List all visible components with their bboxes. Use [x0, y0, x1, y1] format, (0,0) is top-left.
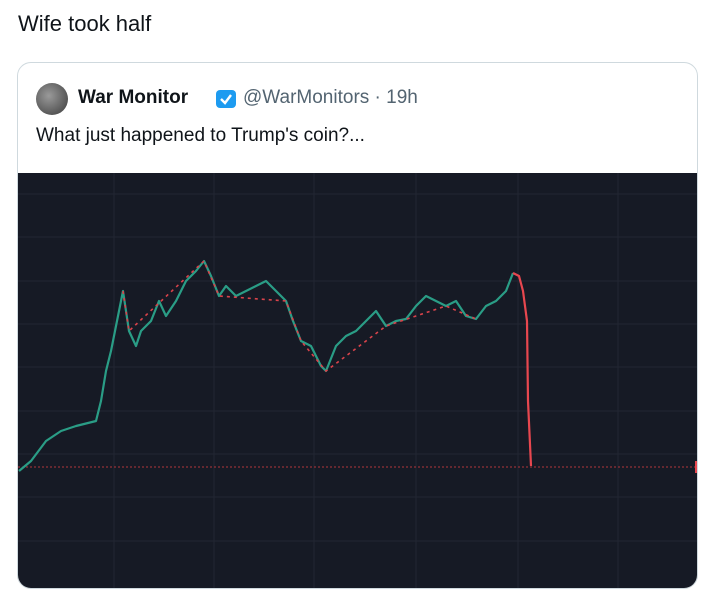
- author-handle[interactable]: @WarMonitors: [243, 87, 370, 108]
- verified-badge: [216, 90, 236, 108]
- separator: ·: [374, 87, 381, 108]
- post-time[interactable]: 19h: [386, 87, 418, 108]
- avatar[interactable]: [36, 83, 68, 115]
- quoted-text: What just happened to Trump's coin?...: [36, 125, 365, 146]
- chart-image[interactable]: [18, 173, 697, 588]
- author-name[interactable]: War Monitor: [78, 87, 189, 108]
- post-text: Wife took half: [18, 11, 152, 36]
- quoted-card[interactable]: War Monitor @WarMonitors · 19h What just…: [17, 62, 698, 589]
- author-meta: @WarMonitors · 19h: [243, 87, 418, 109]
